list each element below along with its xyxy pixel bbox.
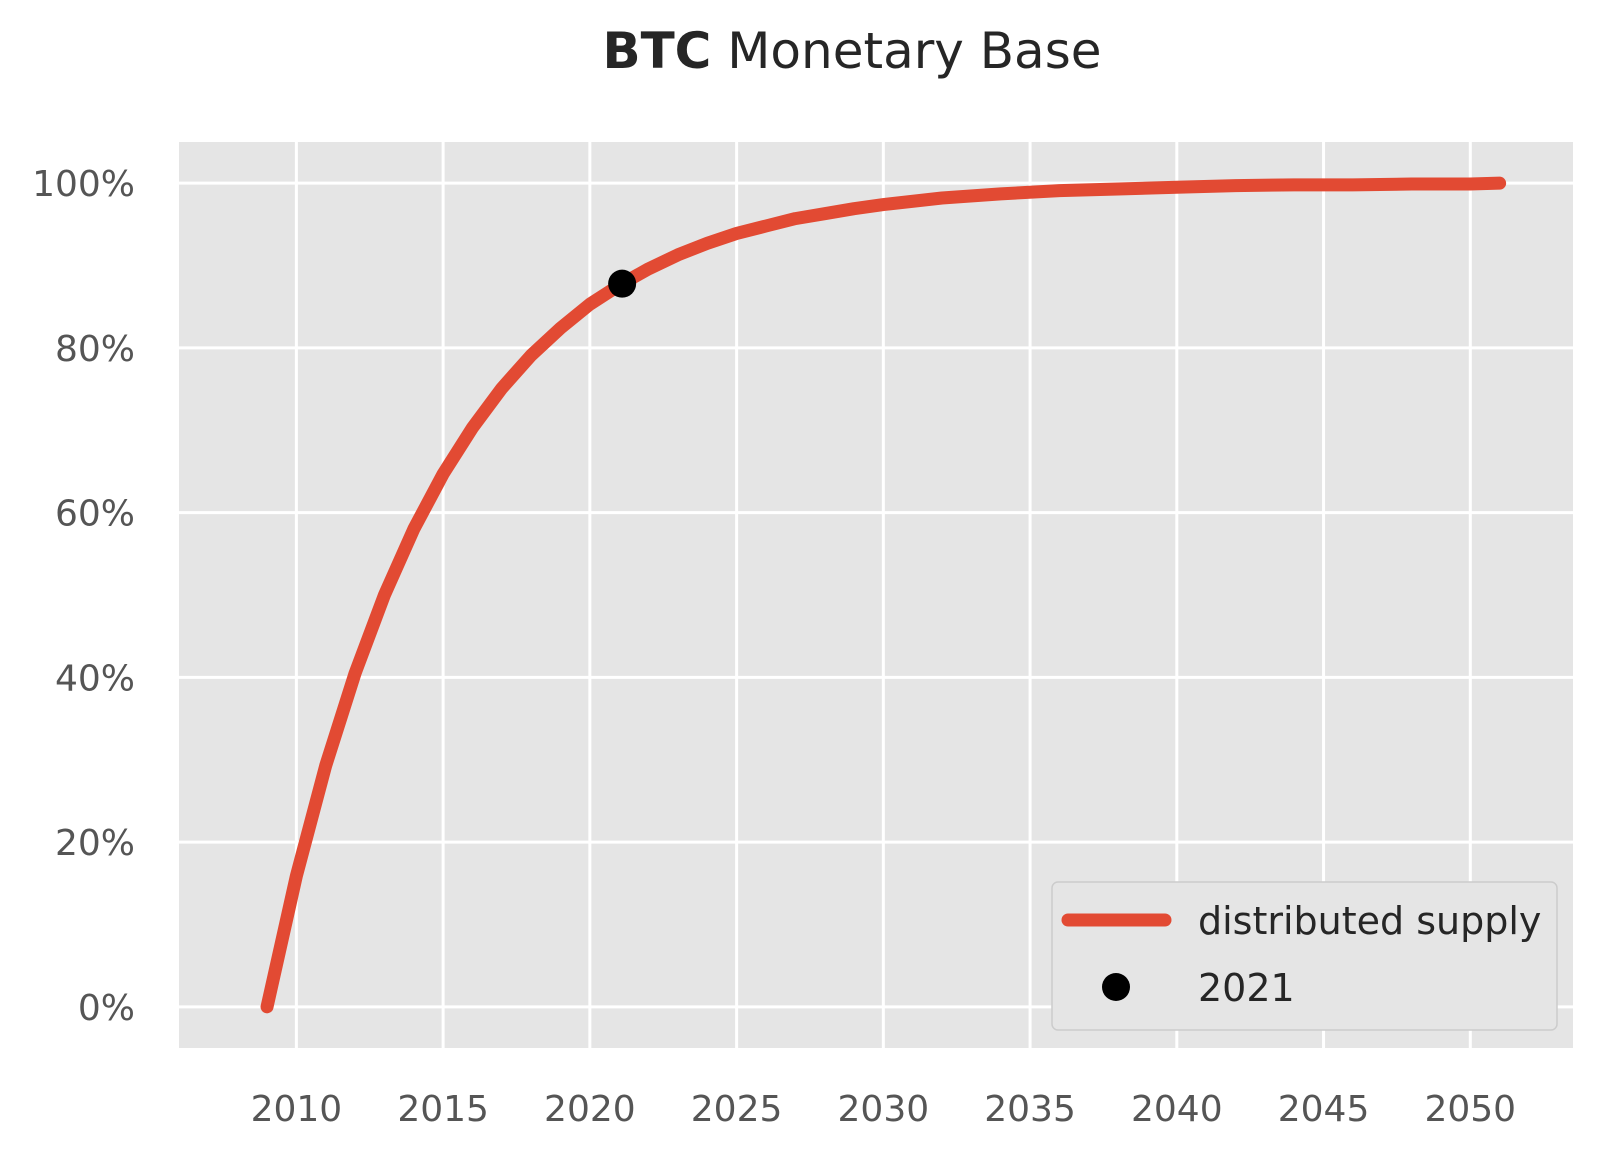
x-tick-label: 2035 (984, 1089, 1076, 1130)
chart-title: BTC Monetary Base (602, 22, 1101, 80)
x-tick-label: 2030 (838, 1089, 930, 1130)
series-line-distributed-supply (260, 176, 1507, 1014)
legend-marker-swatch (1102, 973, 1130, 1001)
chart-title-rest: Monetary Base (711, 22, 1101, 80)
y-tick-label: 0% (78, 988, 135, 1029)
point-2021 (608, 269, 637, 298)
y-tick-label: 20% (55, 823, 135, 864)
y-tick-label: 60% (55, 494, 135, 535)
x-tick-label: 2040 (1131, 1089, 1223, 1130)
x-tick-label: 2045 (1278, 1089, 1370, 1130)
tick-labels: 2010 2015 2020 2025 2030 2035 2040 2045 2050 0% 20… (32, 164, 1516, 1130)
x-tick-label: 2025 (691, 1089, 783, 1130)
x-tick-label: 2020 (544, 1089, 636, 1130)
series-layer (260, 176, 1507, 1014)
legend: distributed supply 2021 (1051, 881, 1558, 1031)
legend-label-distributed-supply: distributed supply (1198, 899, 1541, 943)
legend-box (1051, 881, 1558, 1031)
legend-label-2021: 2021 (1198, 966, 1295, 1010)
y-tick-label: 80% (55, 329, 135, 370)
y-tick-label: 100% (32, 164, 135, 205)
x-tick-label: 2050 (1424, 1089, 1516, 1130)
x-tick-label: 2015 (397, 1089, 489, 1130)
y-tick-label: 40% (55, 658, 135, 699)
x-tick-label: 2010 (251, 1089, 343, 1130)
chart-title-bold: BTC (602, 22, 711, 80)
